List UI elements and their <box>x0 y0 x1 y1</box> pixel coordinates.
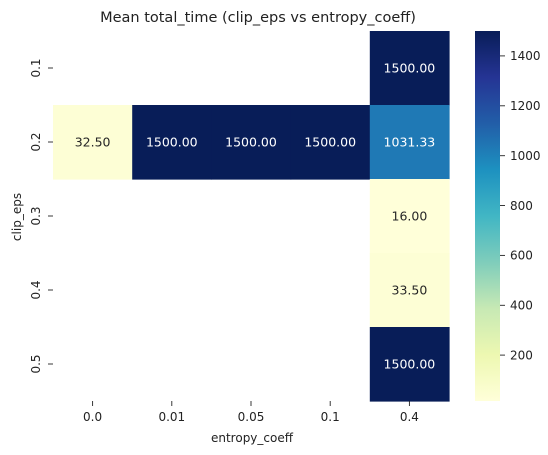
heatmap-cell <box>290 105 371 180</box>
x-axis-label: entropy_coeff <box>211 431 294 445</box>
y-tick-label: 0.4 <box>29 280 43 299</box>
colorbar <box>475 31 500 401</box>
heatmap-cells <box>53 31 450 402</box>
colorbar-tick-label: 200 <box>510 348 533 362</box>
y-tick-label: 0.3 <box>29 206 43 225</box>
cell-value-label: 33.50 <box>392 283 428 298</box>
heatmap-cell <box>132 105 212 180</box>
cell-value-label: 1500.00 <box>225 135 277 150</box>
colorbar-tick-label: 800 <box>510 199 533 213</box>
heatmap-cell <box>369 105 450 180</box>
colorbar-tick-label: 400 <box>510 299 533 313</box>
y-tick-label: 0.1 <box>29 58 43 77</box>
heatmap-cell <box>369 327 450 402</box>
cell-value-label: 1500.00 <box>384 61 436 76</box>
cell-value-label: 32.50 <box>75 135 111 150</box>
y-axis-label: clip_eps <box>10 193 24 241</box>
chart-title: Mean total_time (clip_eps vs entropy_coe… <box>100 10 416 26</box>
colorbar-tick-label: 1200 <box>510 99 541 113</box>
x-tick-label: 0.4 <box>400 410 419 424</box>
cell-value-label: 1500.00 <box>384 357 436 372</box>
colorbar-axis: 200 400 600 800 1000 1200 1400 <box>500 49 541 362</box>
x-tick-label: 0.01 <box>158 410 185 424</box>
heatmap-cell <box>211 105 292 180</box>
heatmap-cell <box>369 253 450 328</box>
heatmap-cell <box>369 31 450 106</box>
colorbar-tick-label: 1000 <box>510 149 541 163</box>
y-tick-label: 0.5 <box>29 354 43 373</box>
x-tick-label: 0.1 <box>321 410 340 424</box>
heatmap-cell <box>369 179 450 254</box>
colorbar-tick-label: 600 <box>510 249 533 263</box>
cell-value-label: 16.00 <box>392 209 428 224</box>
colorbar-tick-label: 1400 <box>510 49 541 63</box>
x-tick-label: 0.0 <box>83 410 102 424</box>
heatmap-cell-labels: 1500.00 32.50 1500.00 1500.00 1500.00 1031.33… <box>75 61 436 372</box>
cell-value-label: 1500.00 <box>146 135 198 150</box>
y-tick-label: 0.2 <box>29 132 43 151</box>
cell-value-label: 1031.33 <box>384 135 436 150</box>
y-axis: 0.1 0.2 0.3 0.4 0.5 <box>29 58 53 374</box>
x-axis: 0.0 0.01 0.05 0.1 0.4 <box>83 401 419 424</box>
x-tick-label: 0.05 <box>238 410 265 424</box>
heatmap-cell <box>53 105 133 180</box>
cell-value-label: 1500.00 <box>304 135 356 150</box>
